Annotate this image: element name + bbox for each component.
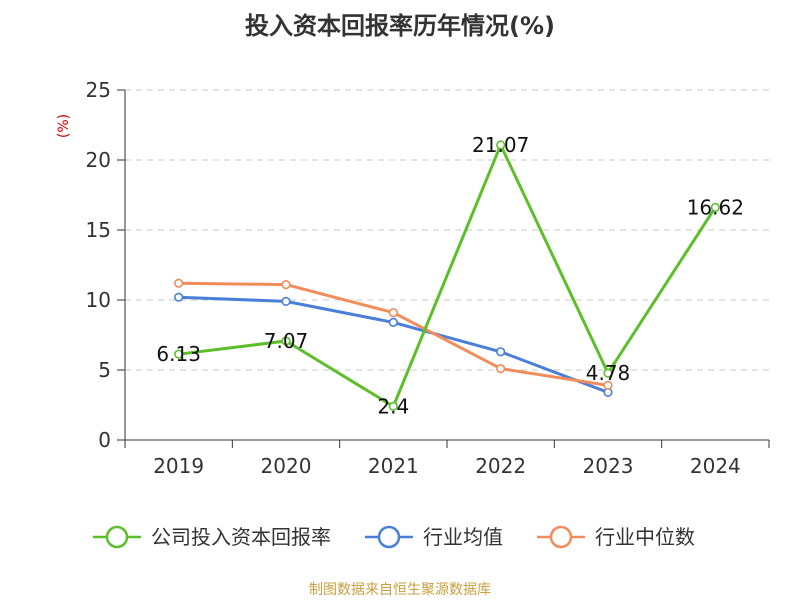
data-point [174, 278, 184, 288]
data-point [174, 292, 184, 302]
y-tick-label: 10 [86, 288, 111, 312]
legend-marker [377, 525, 401, 549]
y-tick-label: 15 [86, 218, 111, 242]
legend-label: 行业中位数 [595, 525, 695, 549]
data-point [496, 347, 506, 357]
data-point [388, 308, 398, 318]
data-labels: 6.13 7.07 2.4 21.07 4.78 16.62 [156, 133, 744, 418]
data-label: 7.07 [264, 329, 309, 353]
data-point [388, 317, 398, 328]
series-line [178, 143, 717, 408]
data-label: 2.4 [377, 394, 409, 418]
x-tick-label: 2022 [475, 454, 526, 478]
legend-item: 公司投入资本回报率 [93, 525, 331, 549]
legend-label: 行业均值 [423, 525, 503, 549]
data-label: 4.78 [586, 361, 631, 385]
x-tick-label: 2020 [261, 454, 312, 478]
legend-item: 行业中位数 [537, 525, 695, 549]
x-tick-label: 2023 [583, 454, 634, 478]
data-point [174, 349, 184, 359]
data-point [281, 336, 291, 346]
x-tick-label: 2024 [690, 454, 741, 478]
data-point [281, 296, 291, 307]
source-note: 制图数据来自恒生聚源数据库 [309, 582, 491, 598]
x-tick-label: 2019 [153, 454, 204, 478]
y-tick-label: 5 [98, 358, 111, 382]
y-tick-label: 0 [98, 428, 111, 452]
series-layer [174, 140, 720, 412]
data-point [281, 280, 291, 290]
legend-marker [549, 525, 573, 549]
legend-item: 行业均值 [365, 525, 503, 549]
data-point [603, 380, 613, 391]
y-tick-label: 25 [86, 78, 111, 102]
legend-label: 公司投入资本回报率 [151, 525, 331, 549]
legend: 公司投入资本回报率 行业均值 行业中位数 [93, 525, 695, 549]
data-point [496, 140, 506, 150]
data-label: 16.62 [687, 195, 744, 219]
data-label: 6.13 [156, 342, 201, 366]
axes: 0 5 10 15 20 25 2019 2020 2021 2022 2023 2024 [86, 78, 770, 478]
data-point [496, 364, 506, 374]
data-point [710, 202, 720, 212]
data-label: 21.07 [472, 133, 529, 157]
data-point [388, 401, 398, 412]
y-axis-unit-label: (%) [56, 114, 72, 138]
chart-title: 投入资本回报率历年情况(%) [245, 12, 555, 40]
y-tick-label: 20 [86, 148, 111, 172]
x-tick-label: 2021 [368, 454, 419, 478]
gridlines [125, 89, 769, 371]
legend-marker [105, 525, 129, 549]
data-point [603, 368, 613, 378]
